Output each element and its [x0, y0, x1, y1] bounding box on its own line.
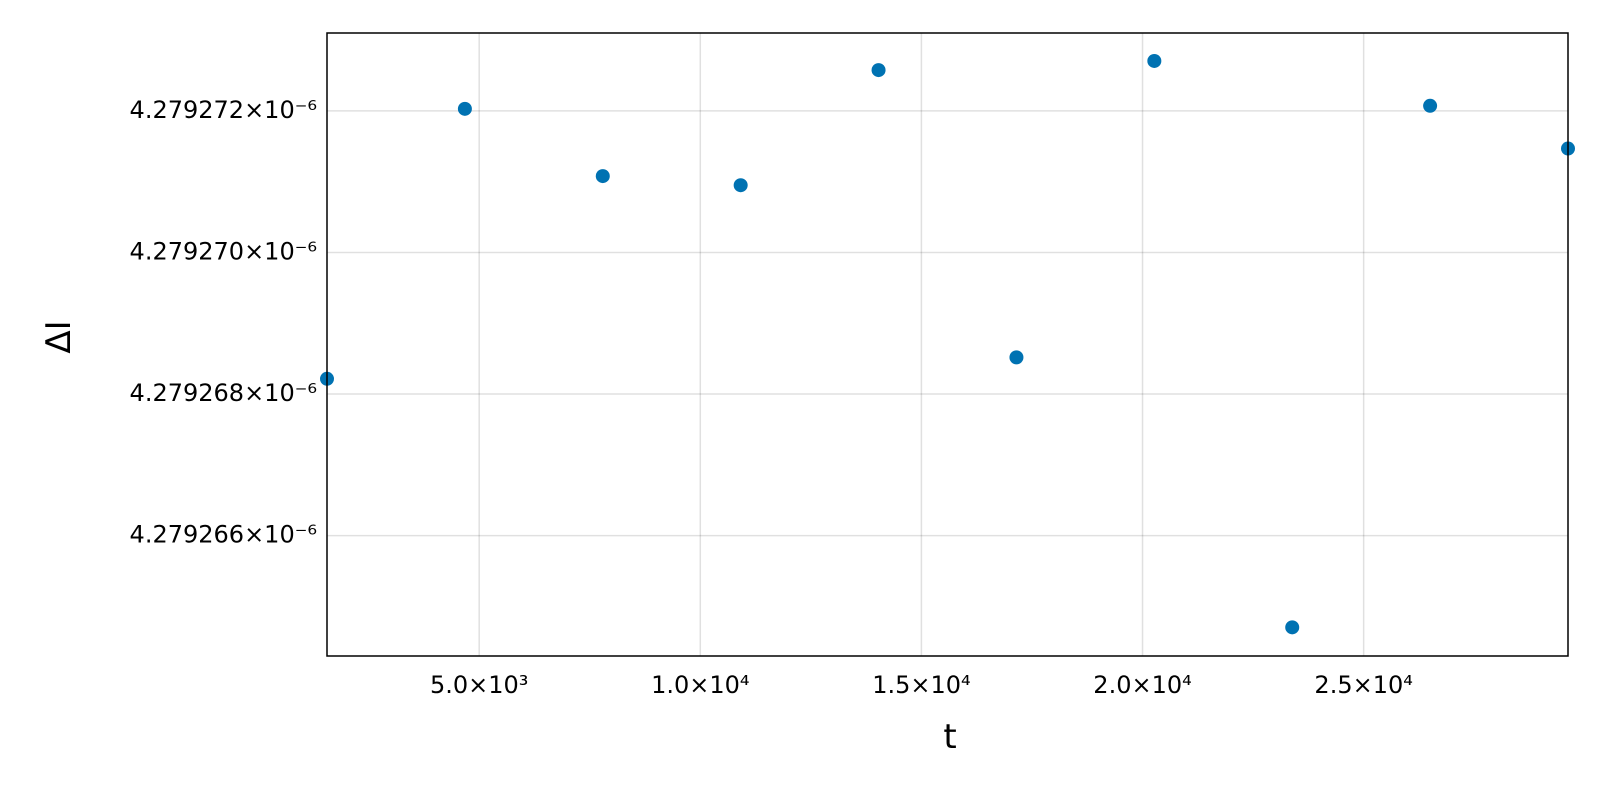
point: [595, 169, 610, 184]
x-tick-label: 2.0×10⁴: [1093, 671, 1191, 699]
y-axis-title: ΔI: [39, 320, 79, 353]
point: [1009, 350, 1024, 365]
x-axis-title: t: [943, 717, 956, 757]
point: [1285, 620, 1300, 635]
x-tick-label: 1.0×10⁴: [651, 671, 749, 699]
point: [733, 178, 748, 193]
plot-frame: [326, 32, 1569, 657]
x-tick-label: 1.5×10⁴: [872, 671, 970, 699]
point: [871, 63, 886, 78]
x-tick-label: 2.5×10⁴: [1314, 671, 1412, 699]
y-tick-label: 4.279270×10⁻⁶: [130, 237, 317, 265]
y-tick-label: 4.279272×10⁻⁶: [130, 96, 317, 124]
x-tick-label: 5.0×10³: [430, 671, 528, 699]
point: [1147, 53, 1162, 68]
point: [1423, 98, 1438, 113]
point: [457, 101, 472, 116]
y-tick-label: 4.279268×10⁻⁶: [130, 379, 317, 407]
y-tick-label: 4.279266×10⁻⁶: [130, 521, 317, 549]
